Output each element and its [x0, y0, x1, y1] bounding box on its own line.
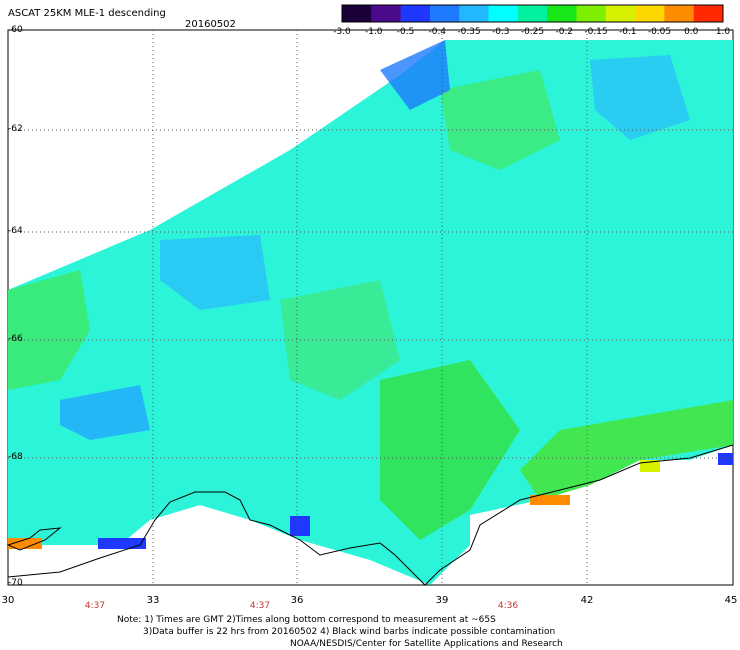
swath-orange-block — [8, 538, 42, 549]
lon-label: 39 — [435, 595, 449, 606]
colorbar-tick-label: -0.05 — [647, 27, 672, 37]
colorbar — [341, 4, 724, 23]
lat-label: -66 — [8, 334, 23, 344]
lon-label: 30 — [1, 595, 15, 606]
swath-blue-patch — [160, 235, 270, 310]
time-label: 4:37 — [249, 601, 271, 611]
swath-green-patch — [520, 400, 733, 500]
lon-label: 36 — [290, 595, 304, 606]
coastline — [7, 444, 734, 586]
colorbar-tick-label: -3.0 — [333, 27, 351, 37]
swath-green-patch — [440, 70, 560, 170]
swath-green-patch — [8, 270, 90, 390]
lat-label: -68 — [8, 452, 23, 462]
colorbar-tick-label: -0.1 — [618, 27, 637, 37]
swath-blue-patch — [60, 385, 150, 440]
time-label: 4:36 — [497, 601, 519, 611]
lon-label: 45 — [724, 595, 738, 606]
colorbar-tick-label: -0.35 — [457, 27, 481, 37]
colorbar-tick-label: 1.0 — [715, 27, 731, 37]
lat-label: -60 — [8, 25, 23, 35]
time-label: 4:37 — [84, 601, 106, 611]
swath-green-patch — [380, 360, 520, 540]
swath-blue-block — [98, 538, 146, 549]
colorbar-tick-label: -0.5 — [396, 27, 415, 37]
lat-label: -64 — [8, 226, 23, 236]
lon-label: 33 — [146, 595, 160, 606]
colorbar-tick-label: 0.0 — [684, 27, 699, 37]
colorbar-segment — [635, 5, 665, 22]
swath-blue-block — [718, 453, 733, 465]
colorbar-tick-label: -0.3 — [491, 27, 510, 37]
colorbar-segment — [547, 5, 577, 22]
graticule — [8, 30, 733, 585]
lon-label: 42 — [580, 595, 594, 606]
colorbar-tick-label: -0.25 — [520, 27, 545, 37]
footnote-line-2: 3)Data buffer is 22 hrs from 20160502 4)… — [143, 627, 556, 637]
colorbar-segment — [664, 5, 695, 22]
colorbar-tick-label: -0.4 — [428, 27, 447, 37]
colorbar-segment — [400, 5, 431, 22]
colorbar-segment — [342, 5, 372, 22]
colorbar-tick-label: -1.0 — [364, 27, 383, 37]
colorbar-segment — [576, 5, 607, 22]
chart-date: 20160502 — [185, 19, 236, 30]
colorbar-tick-label: -0.15 — [584, 27, 608, 37]
footnote-line-3: NOAA/NESDIS/Center for Satellite Applica… — [290, 639, 563, 649]
colorbar-tick-label: -0.2 — [555, 27, 574, 37]
swath-blue-block — [290, 516, 310, 536]
colorbar-segment — [459, 5, 490, 22]
footnote-line-1: Note: 1) Times are GMT 2)Times along bot… — [117, 615, 496, 625]
colorbar-border — [341, 4, 724, 23]
swath-blue-patch — [380, 40, 450, 110]
colorbar-segment — [693, 5, 724, 22]
colorbar-segment — [488, 5, 519, 22]
coastline-island — [6, 527, 62, 551]
colorbar-segment — [517, 5, 548, 22]
colorbar-segment — [605, 5, 636, 22]
colorbar-segment — [429, 5, 460, 22]
colorbar-segment — [371, 5, 402, 22]
lat-label: -62 — [8, 124, 23, 134]
lat-label: -70 — [8, 578, 23, 588]
chart-title: ASCAT 25KM MLE-1 descending — [8, 8, 166, 19]
swath-orange-block — [530, 495, 570, 505]
swath-blue-patch — [590, 55, 690, 140]
